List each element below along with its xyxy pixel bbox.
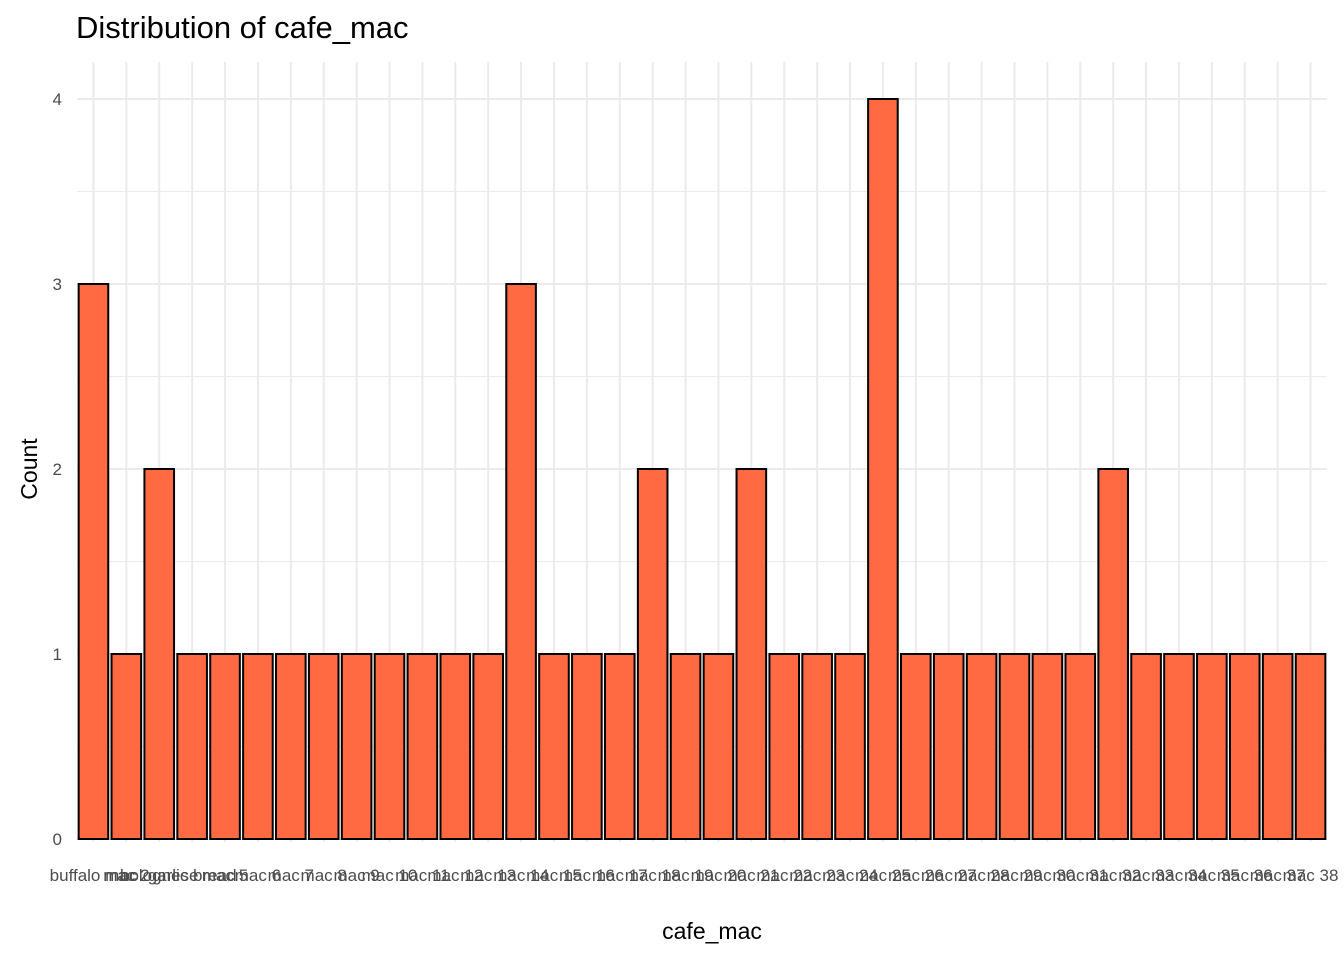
x-tick-label: mac 37 — [1250, 866, 1306, 885]
bar — [110, 653, 143, 840]
bar — [1294, 653, 1327, 840]
x-tick-label: mac 6 — [235, 866, 281, 885]
x-tick-label: garlic bread — [148, 866, 237, 885]
bar — [373, 653, 406, 840]
x-tick-label: mac 27 — [921, 866, 977, 885]
bar — [1261, 653, 1294, 840]
bar — [1228, 653, 1261, 840]
bar — [702, 653, 735, 840]
bar — [406, 653, 439, 840]
bar — [834, 653, 866, 840]
y-tick-label: 1 — [53, 645, 62, 664]
bar — [571, 653, 603, 840]
y-tick-label: 3 — [53, 275, 62, 294]
x-tick-label: mac 31 — [1052, 866, 1108, 885]
x-tick-label: mac 10 — [362, 866, 418, 885]
x-tick-label: mac 23 — [789, 866, 845, 885]
x-tick-label: mac 5 — [202, 866, 248, 885]
x-tick-label: mac 28 — [954, 866, 1010, 885]
bar — [1064, 653, 1097, 840]
x-tick-label: mac 9 — [333, 866, 379, 885]
x-tick-label: mac 13 — [460, 866, 516, 885]
bar — [801, 653, 833, 840]
x-tick-label: bolognese — [120, 866, 198, 885]
x-tick-label: mac 16 — [559, 866, 615, 885]
bar — [505, 283, 537, 840]
bar — [1031, 653, 1064, 840]
bar — [538, 653, 570, 840]
bar — [439, 653, 472, 840]
x-tick-label: mac 15 — [526, 866, 582, 885]
y-tick-label: 4 — [53, 90, 62, 109]
x-tick-label: mac 38 — [1283, 866, 1339, 885]
bar — [768, 653, 801, 840]
bar — [932, 653, 965, 840]
x-tick-label: mac 35 — [1184, 866, 1240, 885]
x-tick-label: mac 8 — [301, 866, 347, 885]
x-tick-label: mac 25 — [855, 866, 911, 885]
x-tick-label: mac 17 — [592, 866, 648, 885]
y-tick-label: 2 — [53, 460, 62, 479]
bar — [998, 653, 1031, 840]
bar — [1130, 653, 1162, 840]
bar — [209, 653, 241, 840]
x-tick-label: mac 30 — [1020, 866, 1076, 885]
x-tick-label: mac 36 — [1217, 866, 1273, 885]
bar — [340, 653, 373, 840]
bar — [1163, 653, 1195, 840]
x-tick-label: mac 21 — [723, 866, 779, 885]
x-tick-label: mac 14 — [493, 866, 549, 885]
x-tick-label: mac 24 — [822, 866, 878, 885]
x-tick-label: mac 7 — [268, 866, 314, 885]
x-tick-label: mac 20 — [691, 866, 747, 885]
bar — [867, 98, 899, 840]
bar — [669, 653, 702, 840]
bar — [603, 653, 636, 840]
bar — [636, 468, 669, 840]
bar — [307, 653, 340, 840]
bar — [900, 653, 932, 840]
x-axis-title: cafe_mac — [662, 918, 762, 944]
x-tick-label: mac 12 — [427, 866, 483, 885]
x-tick-label: mac 2 — [103, 866, 149, 885]
x-tick-label: mac 29 — [987, 866, 1043, 885]
y-tick-label: 0 — [53, 830, 62, 849]
bar — [735, 468, 768, 840]
bar — [143, 468, 176, 840]
bar — [77, 283, 110, 840]
x-tick-label: mac 18 — [625, 866, 681, 885]
bar — [176, 653, 208, 840]
bar — [1196, 653, 1228, 840]
x-tick-label: buffalo mac — [50, 866, 138, 885]
x-tick-label: mac 19 — [658, 866, 714, 885]
x-tick-label: mac 11 — [395, 866, 450, 885]
x-tick-label: mac 33 — [1118, 866, 1174, 885]
x-tick-label: mac 32 — [1085, 866, 1141, 885]
chart-title: Distribution of cafe_mac — [76, 10, 409, 45]
x-tick-label: mac 26 — [888, 866, 944, 885]
bar — [965, 653, 998, 840]
bar — [472, 653, 504, 840]
bar — [1097, 468, 1129, 840]
bar — [242, 653, 274, 840]
y-axis-title: Count — [16, 438, 42, 500]
x-tick-label: mac 34 — [1151, 866, 1207, 885]
bar — [275, 653, 307, 840]
x-tick-label: mac 22 — [756, 866, 812, 885]
